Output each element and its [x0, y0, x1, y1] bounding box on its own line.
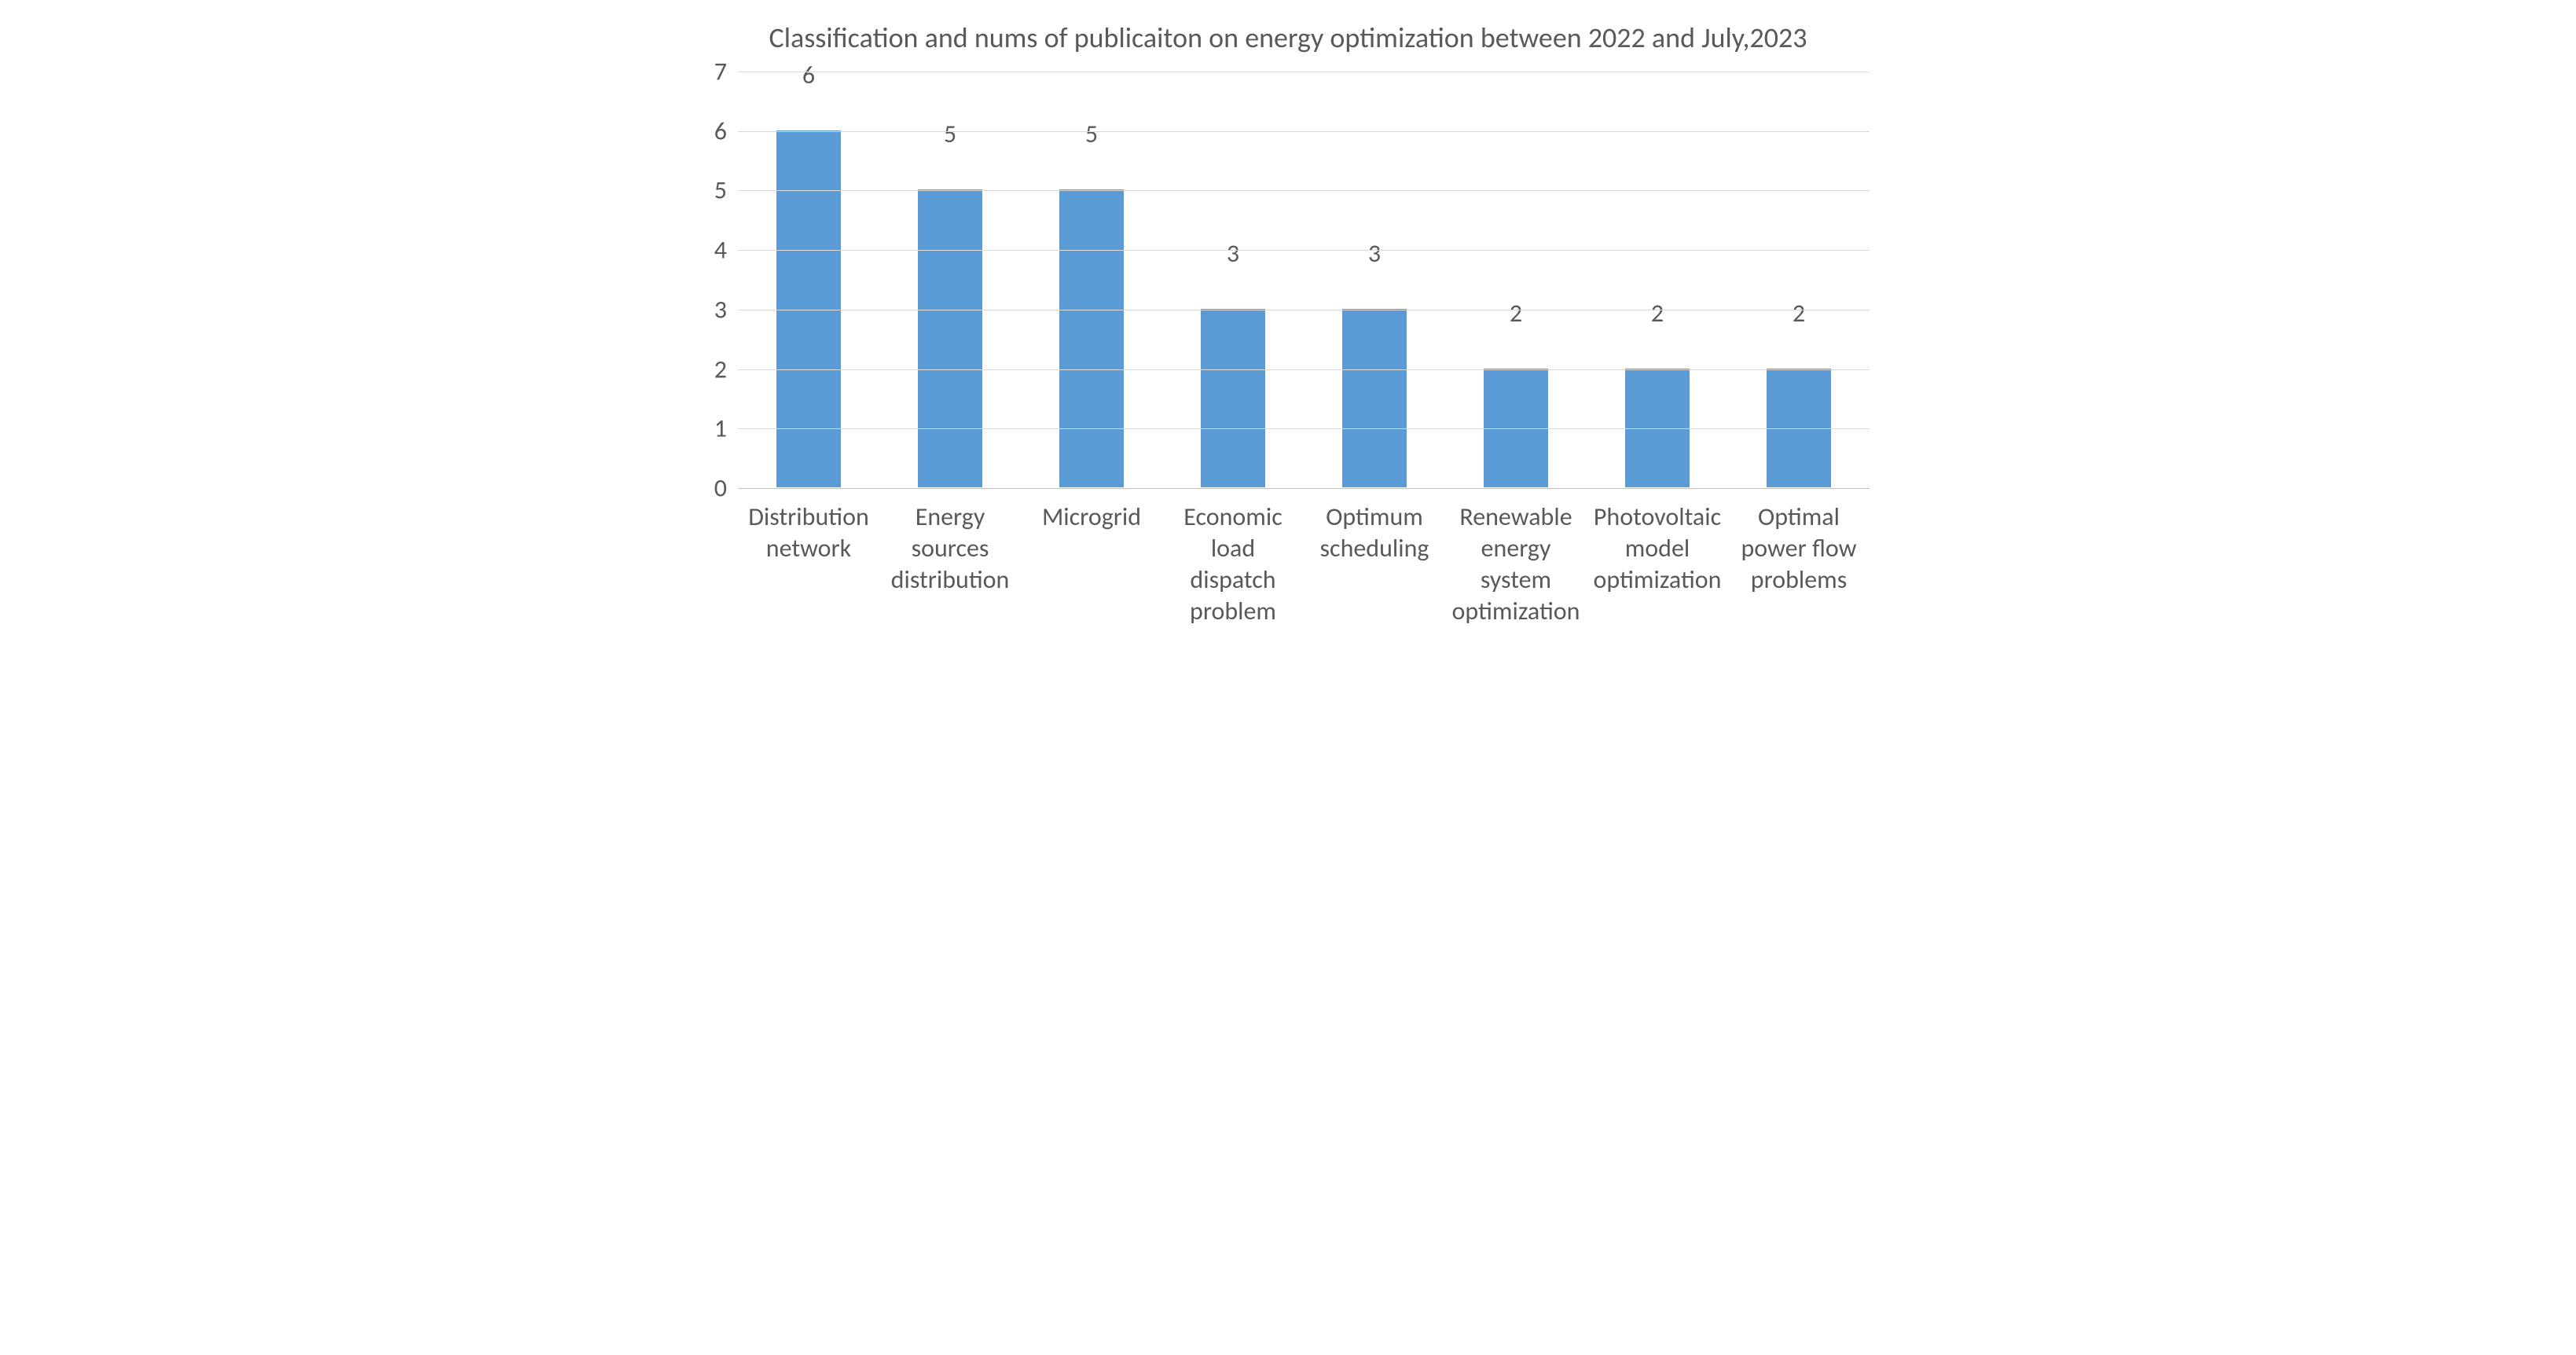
bar-value-label: 2	[1445, 298, 1587, 333]
publications-bar-chart: Classification and nums of publicaiton o…	[691, 16, 1885, 644]
plot-area: 65533222 01234567	[738, 71, 1870, 487]
bar	[1625, 369, 1690, 487]
x-axis-label: Microgrid	[1021, 501, 1162, 627]
bar	[1059, 189, 1125, 487]
bar-slot: 2	[1587, 72, 1728, 487]
bar	[1767, 369, 1832, 487]
bar	[918, 189, 983, 487]
x-axis-label: Optimal power flow problems	[1728, 501, 1870, 627]
gridline	[738, 488, 1870, 489]
gridline	[738, 131, 1870, 132]
y-tick-label: 1	[714, 413, 738, 444]
x-axis-labels: Distribution networkEnergy sources distr…	[738, 501, 1870, 627]
bar	[1484, 369, 1549, 487]
bar	[1201, 309, 1266, 487]
y-tick-label: 3	[714, 294, 738, 325]
bar-value-label: 3	[1162, 238, 1304, 274]
bar	[1342, 309, 1407, 487]
bar-slot: 2	[1728, 72, 1870, 487]
bar-slot: 5	[879, 72, 1021, 487]
bar-value-label: 5	[879, 119, 1021, 154]
bar-value-label: 5	[1021, 119, 1162, 154]
x-axis-label: Energy sources distribution	[879, 501, 1021, 627]
y-tick-label: 6	[714, 116, 738, 146]
bar-value-label: 3	[1304, 238, 1445, 274]
gridline	[738, 250, 1870, 251]
bar-slot: 3	[1162, 72, 1304, 487]
bar-slot: 5	[1021, 72, 1162, 487]
gridline	[738, 369, 1870, 370]
bar-value-label: 6	[738, 60, 879, 95]
gridline	[738, 190, 1870, 191]
x-axis-label: Renewable energy system optimization	[1445, 501, 1587, 627]
bars-row: 65533222	[738, 72, 1870, 487]
bar-value-label: 2	[1728, 298, 1870, 333]
bar-slot: 2	[1445, 72, 1587, 487]
y-tick-label: 0	[714, 473, 738, 504]
bar-slot: 3	[1304, 72, 1445, 487]
y-tick-label: 2	[714, 354, 738, 384]
y-tick-label: 7	[714, 57, 738, 87]
y-tick-label: 4	[714, 235, 738, 266]
x-axis-label: Distribution network	[738, 501, 879, 627]
chart-title: Classification and nums of publicaiton o…	[691, 20, 1885, 55]
bar-value-label: 2	[1587, 298, 1728, 333]
x-axis-label: Optimum scheduling	[1304, 501, 1445, 627]
gridline	[738, 428, 1870, 429]
y-tick-label: 5	[714, 175, 738, 206]
x-axis-label: Economic load dispatch problem	[1162, 501, 1304, 627]
bar-slot: 6	[738, 72, 879, 487]
x-axis-label: Photovoltaic model optimization	[1587, 501, 1728, 627]
